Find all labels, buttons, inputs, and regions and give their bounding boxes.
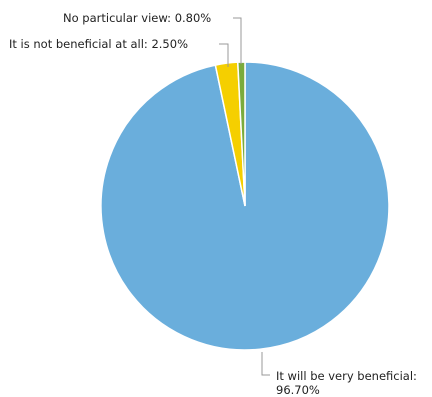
label-no-view: No particular view: 0.80% xyxy=(63,11,211,25)
pie-slices xyxy=(100,61,390,351)
label-very-beneficial-line2: 96.70% xyxy=(276,383,320,397)
leader-line-very-beneficial xyxy=(261,352,270,376)
leader-line-not-beneficial xyxy=(219,43,229,67)
leader-lines xyxy=(219,17,270,376)
leader-line-no-view xyxy=(233,17,242,64)
label-very-beneficial-line1: It will be very beneficial: xyxy=(276,369,417,383)
label-not-beneficial: It is not beneficial at all: 2.50% xyxy=(9,37,188,51)
data-labels: No particular view: 0.80% It is not bene… xyxy=(9,11,417,397)
